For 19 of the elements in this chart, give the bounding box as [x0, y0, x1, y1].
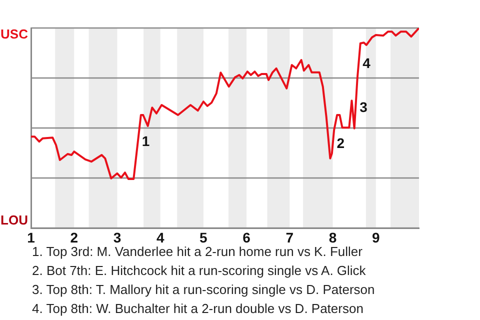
x-tick-label: 8	[328, 229, 337, 246]
x-tick-label: 7	[286, 229, 294, 246]
x-tick-label: 2	[70, 229, 78, 246]
text: 1. Top 3rd: M. Vanderlee hit a 2-run home run vs K. Fuller	[32, 244, 362, 259]
annotation: 4	[362, 54, 371, 71]
ref-line-label: USC	[0, 26, 29, 42]
x-tick-label: 9	[372, 229, 380, 246]
annotation: 1	[142, 132, 150, 149]
x-tick-label: 4	[156, 229, 164, 246]
annotation: 3	[360, 98, 368, 115]
text: 4. Top 8th: W. Buchalter hit a 2-run double vs D. Paterson	[32, 300, 364, 318]
x-tick-label: 1	[27, 229, 36, 246]
x-tick-label: 5	[200, 229, 208, 246]
x-tick-label: 3	[113, 229, 122, 246]
x-tick-label: 6	[242, 229, 251, 246]
ref-line-label: LOU	[0, 212, 28, 228]
annotation: 2	[336, 134, 345, 151]
text: 2. Bot 7th: E. Hitchcock hit a run-scoring single vs A. Glick	[32, 262, 367, 280]
text: 3. Top 8th: T. Mallory hit a run-scoring single vs D. Paterson	[32, 281, 375, 299]
